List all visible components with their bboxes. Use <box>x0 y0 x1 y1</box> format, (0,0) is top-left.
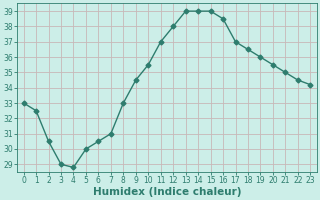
X-axis label: Humidex (Indice chaleur): Humidex (Indice chaleur) <box>93 187 241 197</box>
